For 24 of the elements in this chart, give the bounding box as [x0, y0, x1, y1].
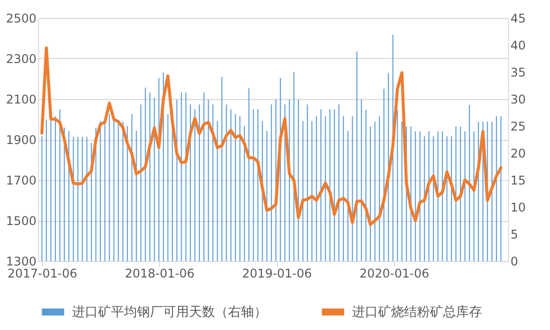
y2-tick-label: 0 [510, 254, 518, 268]
y2-tick-label: 30 [510, 92, 526, 106]
y2-tick-label: 15 [510, 174, 526, 188]
line-series [40, 46, 502, 226]
y2-tick-label: 10 [510, 200, 526, 214]
y2-tick-label: 25 [510, 120, 526, 134]
y-tick-label: 1700 [6, 174, 36, 188]
y-tick-label: 1500 [6, 214, 36, 228]
legend-label: 进口矿平均钢厂可用天数（右轴） [72, 305, 267, 320]
y-tick-label: 2500 [6, 12, 36, 26]
y-tick-label: 1900 [6, 133, 36, 147]
y-tick-label: 2100 [6, 92, 36, 106]
x-tick-label: 2018-01-06 [124, 266, 195, 280]
y2-tick-label: 20 [510, 146, 526, 160]
y2-tick-label: 45 [510, 12, 526, 26]
x-tick-label: 2019-01-06 [242, 266, 312, 280]
y-tick-label: 1300 [6, 254, 36, 268]
y2-tick-label: 35 [510, 66, 526, 80]
y2-tick-label: 40 [510, 38, 526, 52]
y2-tick-label: 5 [510, 228, 518, 242]
x-tick-label: 2017-01-06 [7, 266, 78, 280]
y-tick-label: 2300 [6, 52, 36, 66]
x-tick-label: 2020-01-06 [360, 266, 430, 280]
legend-label: 进口矿烧结粉矿总库存 [352, 305, 482, 320]
